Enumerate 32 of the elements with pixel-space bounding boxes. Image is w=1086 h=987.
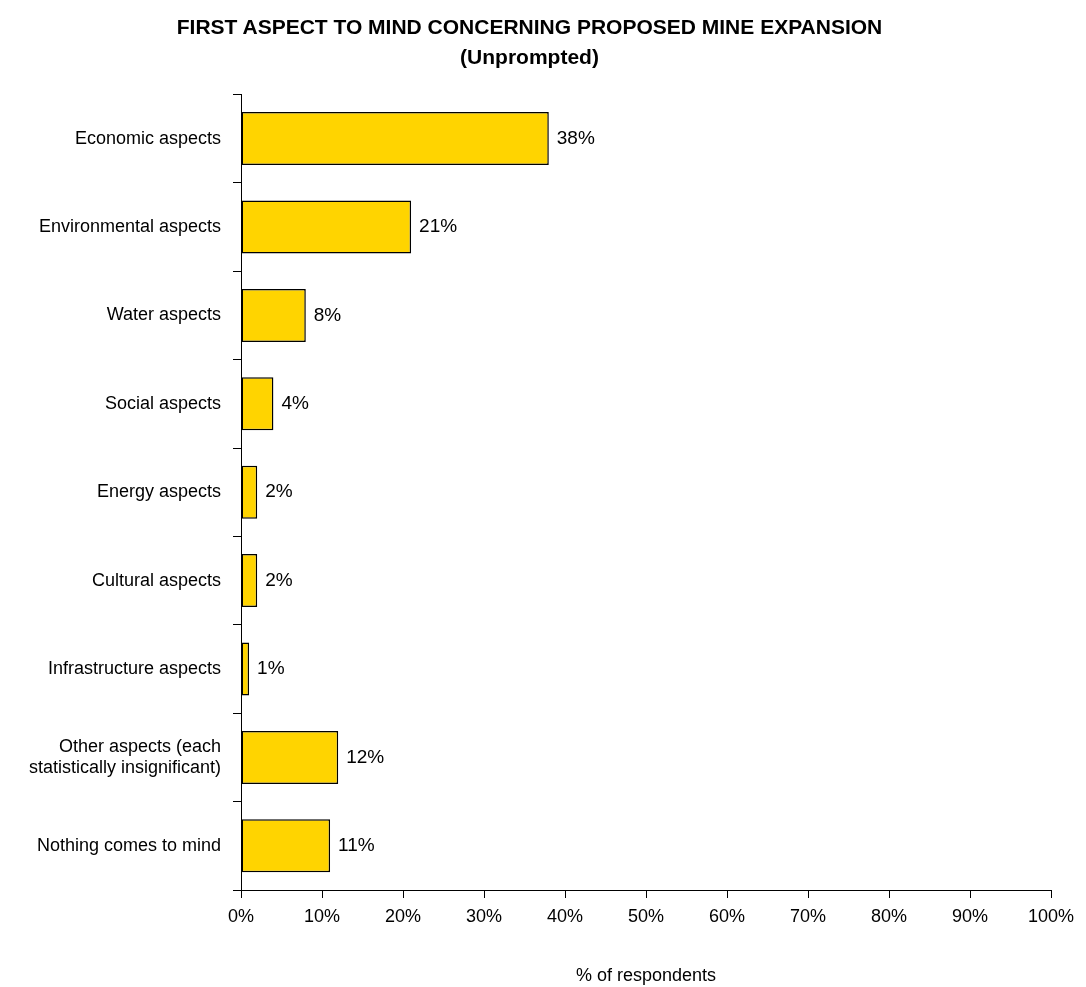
x-tick-label: 80%: [870, 905, 908, 926]
x-tick-label: 40%: [546, 905, 584, 926]
y-tick-label: Nothing comes to mind: [36, 834, 221, 855]
chart-title: FIRST ASPECT TO MIND CONCERNING PROPOSED MINE EXPANSION: [176, 15, 883, 39]
x-axis-title: % of respondents: [575, 965, 717, 986]
chart-subtitle: (Unprompted): [460, 44, 599, 68]
y-tick-label: Energy aspects: [96, 481, 221, 502]
data-label: 38%: [556, 126, 595, 148]
x-tick-label: 70%: [789, 905, 827, 926]
y-tick-label: Other aspects (each statistically insignificant): [28, 735, 221, 778]
data-label: 12%: [346, 745, 385, 767]
y-tick-label: Social aspects: [104, 392, 221, 413]
x-tick-label: 100%: [1027, 905, 1075, 926]
y-tick-label: Economic aspects: [74, 127, 221, 148]
x-tick-label: 90%: [951, 905, 989, 926]
data-label: 8%: [313, 303, 342, 325]
data-label: 21%: [419, 215, 458, 237]
data-label: 1%: [257, 657, 285, 679]
x-tick-label: 30%: [465, 905, 503, 926]
x-tick-label: 0%: [227, 905, 255, 926]
x-tick-label: 10%: [303, 905, 341, 926]
x-tick-label: 60%: [708, 905, 746, 926]
x-tick-label: 20%: [384, 905, 422, 926]
x-tick-label: 50%: [627, 905, 665, 926]
data-label: 4%: [281, 392, 309, 414]
y-tick-label: Water aspects: [106, 304, 221, 325]
data-label: 2%: [265, 568, 293, 590]
data-label: 11%: [338, 834, 375, 856]
data-label: 2%: [265, 480, 293, 502]
y-tick-label: Environmental aspects: [38, 215, 221, 236]
y-tick-label: Cultural aspects: [91, 569, 221, 590]
y-tick-label: Infrastructure aspects: [47, 657, 221, 678]
